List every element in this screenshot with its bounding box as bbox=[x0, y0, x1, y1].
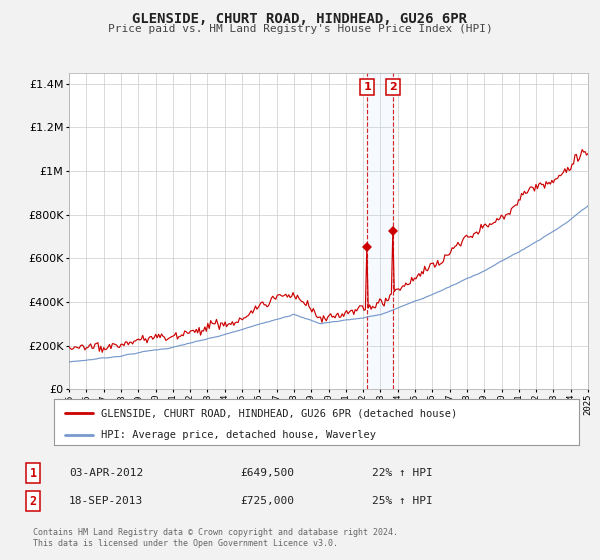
Text: 2: 2 bbox=[389, 82, 397, 92]
Text: 22% ↑ HPI: 22% ↑ HPI bbox=[372, 468, 433, 478]
Text: £649,500: £649,500 bbox=[240, 468, 294, 478]
Text: 1: 1 bbox=[29, 466, 37, 480]
Text: 1: 1 bbox=[364, 82, 371, 92]
Text: Contains HM Land Registry data © Crown copyright and database right 2024.
This d: Contains HM Land Registry data © Crown c… bbox=[33, 528, 398, 548]
Text: £725,000: £725,000 bbox=[240, 496, 294, 506]
Text: HPI: Average price, detached house, Waverley: HPI: Average price, detached house, Wave… bbox=[101, 430, 376, 440]
Text: GLENSIDE, CHURT ROAD, HINDHEAD, GU26 6PR (detached house): GLENSIDE, CHURT ROAD, HINDHEAD, GU26 6PR… bbox=[101, 408, 458, 418]
Text: 03-APR-2012: 03-APR-2012 bbox=[69, 468, 143, 478]
Text: GLENSIDE, CHURT ROAD, HINDHEAD, GU26 6PR: GLENSIDE, CHURT ROAD, HINDHEAD, GU26 6PR bbox=[133, 12, 467, 26]
Bar bbox=[367, 73, 393, 389]
Text: Price paid vs. HM Land Registry's House Price Index (HPI): Price paid vs. HM Land Registry's House … bbox=[107, 24, 493, 34]
Text: 2: 2 bbox=[29, 494, 37, 508]
Text: 25% ↑ HPI: 25% ↑ HPI bbox=[372, 496, 433, 506]
Text: 18-SEP-2013: 18-SEP-2013 bbox=[69, 496, 143, 506]
